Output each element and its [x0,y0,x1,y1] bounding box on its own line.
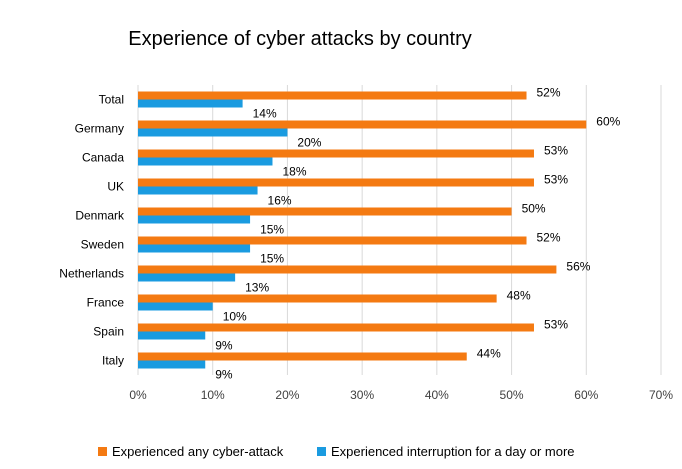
data-label: 60% [596,115,620,129]
data-label: 52% [537,231,561,245]
legend-swatch-blue [317,447,326,456]
category-label: Italy [102,354,124,368]
legend-label: Experienced interruption for a day or mo… [331,444,575,459]
data-label: 20% [297,136,321,150]
bar-any-attack [138,120,587,129]
x-tick-label: 30% [350,388,374,402]
data-label: 15% [260,223,284,237]
bar-any-attack [138,265,557,274]
data-label: 18% [282,165,306,179]
category-label: UK [107,180,124,194]
x-tick-label: 50% [500,388,524,402]
data-label: 9% [215,339,233,353]
bar-any-attack [138,323,534,332]
data-label: 53% [544,318,568,332]
data-label: 15% [260,252,284,266]
legend-item-any-attack: Experienced any cyber-attack [98,444,283,459]
bar-interruption [138,244,251,253]
x-tick-labels: 0% 10% 20% 30% 40% 50% 60% 70% [129,388,673,402]
data-labels: 52% 14% 60% 20% 53% 18% 53% 16% 50% 15% 52% 15% 56% 1… [215,86,620,382]
data-label: 44% [477,347,501,361]
data-label: 50% [522,202,546,216]
bar-any-attack [138,149,534,158]
data-label: 53% [544,173,568,187]
legend-item-interruption: Experienced interruption for a day or mo… [317,444,575,459]
data-label: 10% [223,310,247,324]
x-tick-label: 70% [649,388,673,402]
data-label: 14% [253,107,277,121]
bar-interruption [138,128,288,137]
bar-any-attack [138,294,497,303]
legend-label: Experienced any cyber-attack [112,444,284,459]
data-label: 13% [245,281,269,295]
bar-any-attack [138,207,512,216]
category-label: France [87,296,125,310]
legend: Experienced any cyber-attack Experienced… [0,444,682,464]
bar-interruption [138,360,206,369]
x-tick-label: 20% [275,388,299,402]
data-label: 56% [566,260,590,274]
category-label: Canada [82,151,124,165]
data-label: 53% [544,144,568,158]
category-label: Denmark [75,209,125,223]
bar-interruption [138,215,251,224]
chart-title: Experience of cyber attacks by country [128,28,472,50]
bar-any-attack [138,91,527,100]
category-labels: Total Germany Canada UK Denmark Sweden Netherl… [59,93,125,368]
category-label: Total [99,93,124,107]
category-label: Netherlands [59,267,124,281]
bar-interruption [138,331,206,340]
category-label: Spain [93,325,124,339]
legend-swatch-orange [98,447,107,456]
x-tick-label: 60% [574,388,598,402]
bar-interruption [138,186,258,195]
x-tick-label: 0% [129,388,147,402]
bars [138,91,587,369]
bar-any-attack [138,178,534,187]
data-label: 48% [507,289,531,303]
data-label: 16% [268,194,292,208]
x-tick-label: 10% [201,388,225,402]
bar-any-attack [138,236,527,245]
bar-interruption [138,157,273,166]
x-tick-label: 40% [425,388,449,402]
bar-any-attack [138,352,467,361]
data-label: 52% [537,86,561,100]
bar-interruption [138,273,236,282]
category-label: Sweden [81,238,124,252]
bar-interruption [138,302,213,311]
data-label: 9% [215,368,233,382]
bar-interruption [138,99,243,108]
category-label: Germany [75,122,124,136]
